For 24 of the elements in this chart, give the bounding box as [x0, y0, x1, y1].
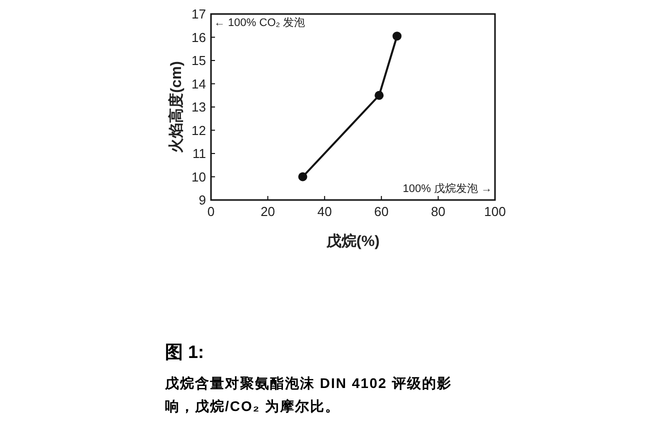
- y-tick-label: 10: [192, 169, 206, 184]
- text: 戊烷含量对聚氨酯泡沫 DIN 4102 评级的影响，戊烷/CO₂ 为摩尔比。: [165, 374, 453, 416]
- y-tick-label: 12: [192, 122, 206, 138]
- x-tick-label: 100: [484, 204, 506, 219]
- y-tick-label: 17: [192, 6, 206, 22]
- x-axis-title: 戊烷(%): [325, 233, 380, 250]
- x-tick-label: 80: [430, 204, 446, 219]
- point: [298, 172, 308, 182]
- y-tick-label: 14: [192, 76, 206, 92]
- y-tick-label: 11: [192, 146, 206, 161]
- y-tick-label: 13: [192, 100, 206, 114]
- point: [374, 90, 384, 100]
- y-tick-label: 15: [192, 53, 206, 68]
- point: [392, 32, 402, 41]
- y-tick-label: 9: [198, 192, 206, 208]
- x-tick-label: 60: [374, 204, 389, 219]
- y-tick-label: 16: [192, 30, 206, 45]
- x-tick-label: 40: [317, 204, 332, 219]
- y-axis-title: 火焰高度(cm): [167, 61, 185, 153]
- x-tick-label: 20: [260, 204, 276, 219]
- annotation: ← 100% CO₂ 发泡: [214, 17, 306, 29]
- text: 图 1:: [165, 341, 204, 364]
- annotation: 100% 戊烷发泡 →: [402, 182, 492, 195]
- x-tick-label: 0: [207, 204, 215, 219]
